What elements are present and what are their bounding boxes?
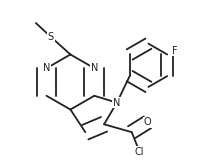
Text: N: N — [113, 98, 121, 108]
Text: Cl: Cl — [135, 147, 144, 157]
Text: S: S — [48, 32, 54, 42]
Text: F: F — [172, 46, 178, 56]
Text: N: N — [91, 63, 98, 73]
Text: O: O — [144, 117, 151, 127]
Text: N: N — [43, 63, 50, 73]
